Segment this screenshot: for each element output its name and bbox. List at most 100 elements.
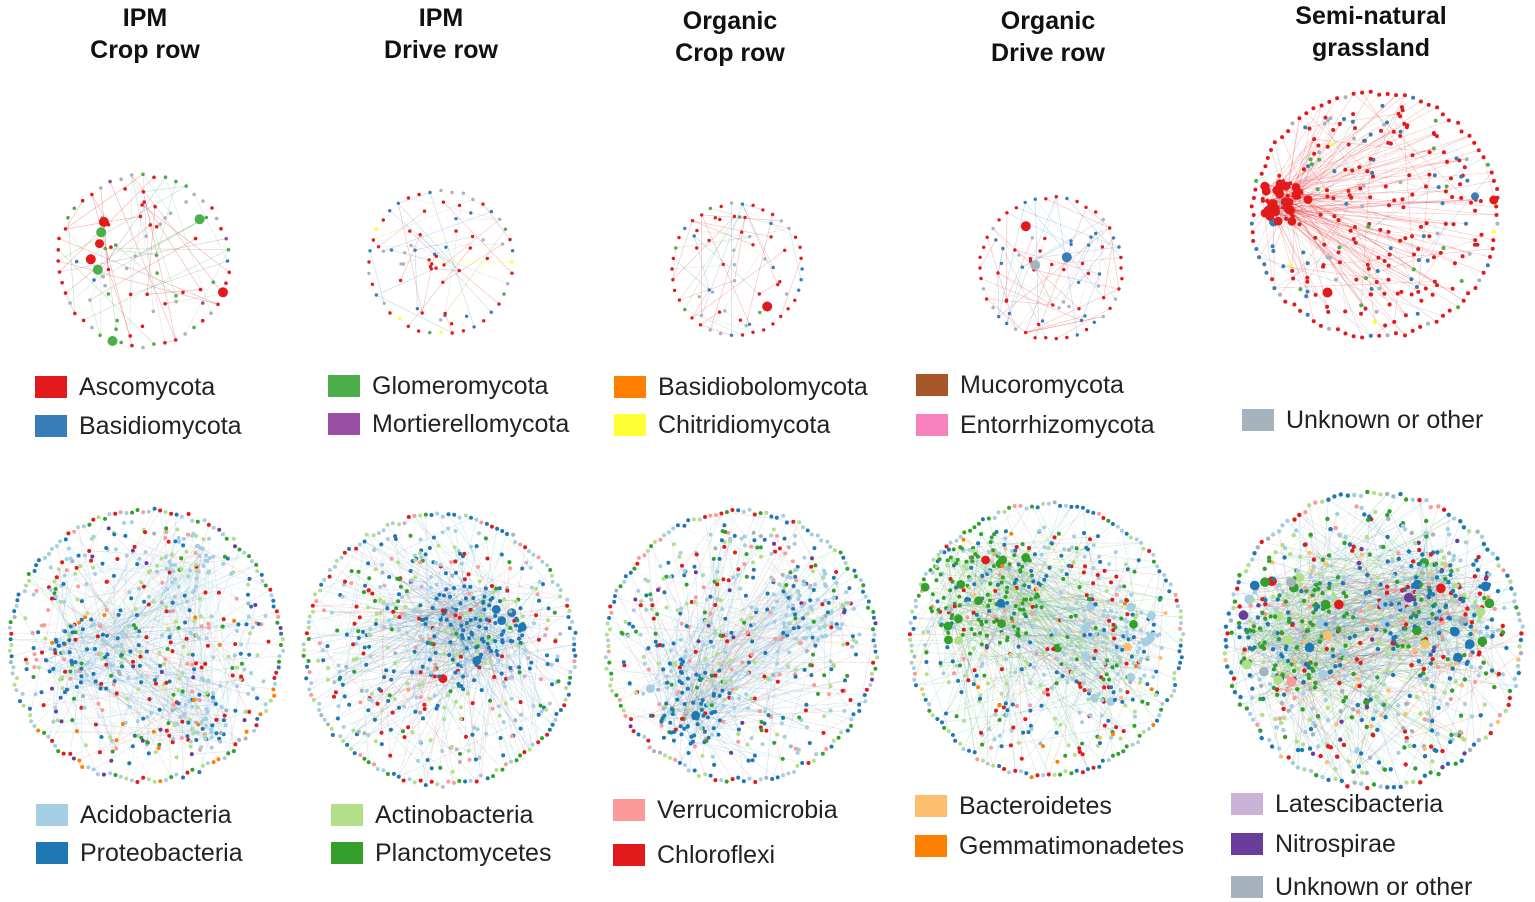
network-node bbox=[63, 227, 68, 231]
network-node bbox=[786, 604, 791, 609]
network-node bbox=[609, 671, 614, 676]
network-hub-node bbox=[92, 264, 103, 275]
network-node bbox=[1410, 234, 1414, 239]
network-node bbox=[157, 650, 162, 655]
network-node bbox=[645, 549, 650, 553]
network-edge bbox=[786, 522, 875, 635]
network-node bbox=[863, 699, 868, 704]
network-node bbox=[402, 704, 407, 709]
network-edge bbox=[662, 669, 677, 730]
network-node bbox=[720, 607, 725, 612]
network-node bbox=[34, 657, 39, 662]
network-node bbox=[216, 757, 221, 762]
network-edge bbox=[1269, 197, 1462, 217]
network-node bbox=[518, 700, 523, 705]
network-edge bbox=[691, 601, 790, 653]
network-edge bbox=[680, 639, 852, 727]
network-node bbox=[1438, 250, 1443, 255]
network-node bbox=[1450, 286, 1455, 291]
network-edge bbox=[64, 691, 102, 738]
network-edge bbox=[719, 602, 849, 721]
network-edge bbox=[1016, 207, 1120, 248]
network-node bbox=[687, 659, 692, 663]
network-node bbox=[401, 778, 406, 783]
network-edge bbox=[408, 618, 427, 690]
network-edge bbox=[89, 238, 196, 301]
network-node bbox=[193, 615, 198, 620]
network-node bbox=[330, 733, 335, 737]
network-edge bbox=[135, 628, 139, 737]
network-node bbox=[782, 536, 787, 541]
network-node bbox=[695, 246, 699, 250]
network-node bbox=[852, 568, 857, 573]
network-node bbox=[418, 710, 423, 715]
network-node bbox=[53, 637, 58, 642]
network-node bbox=[136, 643, 141, 648]
network-node bbox=[1096, 284, 1101, 288]
network-edge bbox=[1025, 316, 1104, 333]
network-edge bbox=[436, 513, 485, 610]
network-edge bbox=[629, 606, 811, 684]
network-node bbox=[1254, 247, 1259, 251]
network-node bbox=[608, 627, 612, 632]
network-node bbox=[373, 567, 378, 572]
network-node bbox=[1001, 246, 1005, 251]
network-edge bbox=[1063, 233, 1097, 303]
network-node bbox=[765, 607, 770, 612]
network-node bbox=[675, 608, 680, 613]
network-edge bbox=[859, 623, 876, 712]
network-node bbox=[322, 608, 327, 613]
network-node bbox=[1359, 311, 1363, 316]
network-edge bbox=[61, 703, 216, 722]
network-node bbox=[1303, 195, 1313, 204]
network-edge bbox=[53, 668, 191, 720]
network-node bbox=[261, 679, 266, 684]
network-edge bbox=[724, 310, 747, 326]
network-edge bbox=[58, 645, 82, 669]
network-node bbox=[1343, 167, 1348, 172]
network-edge bbox=[1271, 205, 1441, 254]
network-node bbox=[197, 770, 202, 775]
network-node bbox=[121, 649, 126, 654]
network-edge bbox=[684, 309, 743, 336]
network-edge bbox=[1290, 209, 1427, 224]
network-node bbox=[477, 606, 482, 611]
network-node bbox=[370, 591, 375, 596]
network-node bbox=[108, 771, 113, 776]
network-node bbox=[536, 637, 541, 642]
network-node bbox=[1467, 251, 1472, 256]
network-node bbox=[728, 658, 733, 663]
network-node bbox=[508, 609, 513, 614]
network-edge bbox=[671, 576, 696, 652]
network-edge bbox=[356, 588, 497, 735]
network-edge bbox=[1016, 546, 1023, 759]
network-edge bbox=[712, 702, 808, 728]
network-edge bbox=[714, 630, 748, 674]
network-edge bbox=[58, 238, 219, 305]
network-nodes bbox=[7, 506, 286, 784]
network-edge bbox=[518, 588, 537, 668]
network-edge bbox=[648, 669, 663, 719]
network-edge bbox=[840, 628, 874, 663]
network-node bbox=[397, 577, 402, 582]
network-node bbox=[1335, 327, 1340, 332]
network-node bbox=[145, 292, 149, 297]
network-node bbox=[344, 632, 349, 637]
network-edge bbox=[1394, 293, 1398, 322]
network-edge bbox=[360, 669, 435, 703]
network-edge bbox=[113, 516, 183, 685]
network-node bbox=[214, 717, 219, 722]
network-edge bbox=[697, 717, 756, 783]
network-node bbox=[443, 571, 448, 576]
network-node bbox=[1291, 183, 1301, 192]
network-node bbox=[781, 773, 786, 778]
network-edge bbox=[658, 689, 735, 708]
network-node bbox=[482, 594, 487, 599]
network-node bbox=[793, 674, 798, 679]
network-edge bbox=[732, 577, 784, 719]
network-node bbox=[479, 637, 484, 642]
network-node bbox=[1317, 157, 1322, 162]
network-edge bbox=[1278, 180, 1494, 222]
network-edge bbox=[1088, 542, 1142, 658]
network-edge bbox=[483, 596, 561, 604]
